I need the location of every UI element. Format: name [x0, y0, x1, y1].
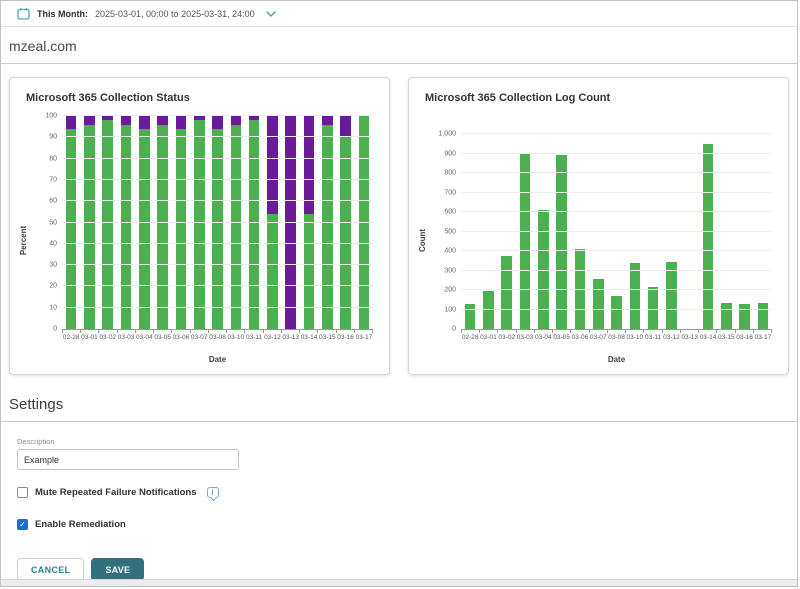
info-icon[interactable]: i: [206, 487, 219, 498]
plot-area: 0 100 200 300 400 500 600 700 800 900 1,000: [438, 131, 772, 333]
date-range-picker[interactable]: This Month: 2025-03-01, 00:00 to 2025-03…: [1, 1, 797, 27]
collection-log-count-chart: Count 0 100 200 300 400 500 600 700 800 900 1,000 …: [417, 116, 778, 364]
mute-notifications-checkbox[interactable]: [17, 487, 28, 498]
charts-row: Microsoft 365 Collection Status Percent …: [9, 77, 789, 375]
calendar-icon: [17, 7, 30, 20]
plot-area: 0 10 20 30 40 50 60 70 80 90 100: [45, 113, 373, 333]
domain-title: mzeal.com: [9, 38, 77, 54]
chart-title: Microsoft 365 Collection Log Count: [425, 92, 611, 104]
x-axis-label: Date: [208, 355, 227, 364]
description-input[interactable]: [17, 449, 239, 470]
mute-notifications-row: Mute Repeated Failure Notifications i: [17, 487, 797, 498]
bars: [461, 134, 772, 329]
horizontal-scrollbar[interactable]: [1, 579, 797, 586]
date-range-label: This Month:: [37, 8, 88, 19]
enable-remediation-label: Enable Remediation: [35, 519, 126, 530]
date-range-value: 2025-03-01, 00:00 to 2025-03-31, 24:00: [95, 8, 255, 19]
cancel-button[interactable]: CANCEL: [17, 558, 85, 581]
save-button[interactable]: SAVE: [91, 558, 145, 581]
log-count-card: Microsoft 365 Collection Log Count Count…: [408, 77, 789, 375]
x-axis-ticks: [461, 330, 772, 333]
description-field-group: Description: [17, 437, 797, 470]
chart-title: Microsoft 365 Collection Status: [26, 92, 190, 104]
settings-heading: Settings: [1, 396, 797, 422]
domain-header: mzeal.com: [1, 27, 797, 64]
chevron-down-icon[interactable]: [265, 10, 276, 17]
actions-row: CANCEL SAVE: [17, 558, 797, 581]
description-label: Description: [17, 437, 55, 446]
enable-remediation-checkbox[interactable]: ✓: [17, 519, 28, 530]
collection-status-chart: Percent 0 10 20 30 40 50 60 70 80 90 100 02-28 03-0…: [18, 113, 379, 364]
x-axis-ticks: [62, 330, 373, 333]
enable-remediation-row: ✓ Enable Remediation: [17, 519, 797, 530]
x-axis-tick-labels: 02-28 03-01 03-02 03-03 03-04 03-05 03-06 03-07…: [62, 334, 373, 341]
collection-status-card: Microsoft 365 Collection Status Percent …: [9, 77, 390, 375]
x-axis-tick-labels: 02-28 03-01 03-02 03-03 03-04 03-05 03-06 03-07…: [461, 334, 772, 341]
mute-notifications-label: Mute Repeated Failure Notifications: [35, 487, 197, 498]
x-axis-label: Date: [607, 355, 626, 364]
bars: [62, 116, 373, 329]
